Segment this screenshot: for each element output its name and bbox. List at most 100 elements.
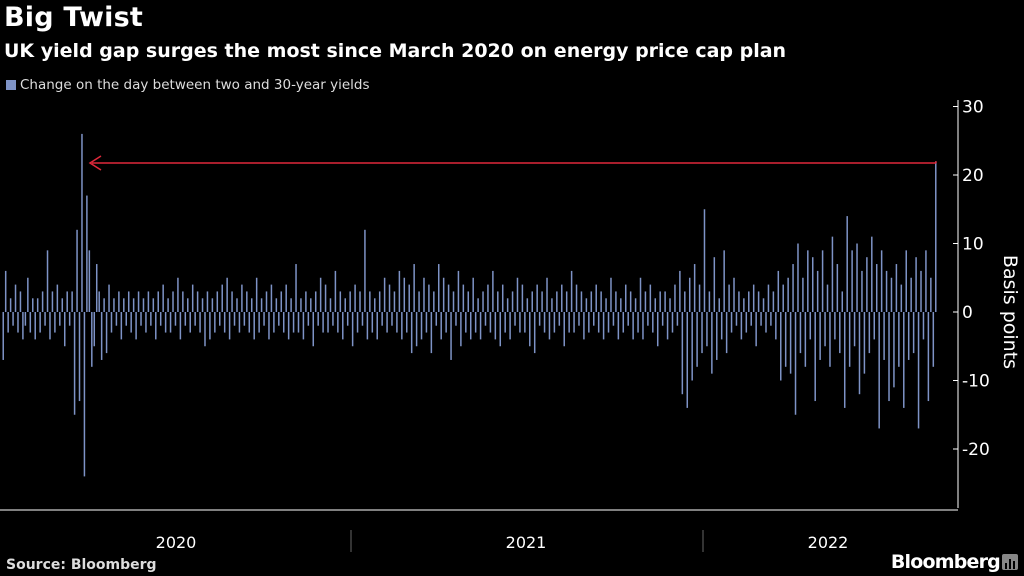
bar	[137, 291, 140, 312]
bar	[196, 291, 199, 312]
bar	[359, 291, 361, 312]
bar	[339, 291, 342, 312]
bar	[430, 312, 433, 354]
bar	[624, 284, 627, 312]
bar	[711, 312, 713, 374]
bar	[885, 270, 888, 312]
bar	[536, 284, 538, 312]
bar	[332, 312, 334, 326]
bar	[34, 312, 36, 340]
bar	[880, 250, 883, 312]
bar	[543, 312, 546, 333]
bar	[725, 312, 728, 354]
bar	[748, 291, 750, 312]
bar	[371, 312, 374, 333]
bar	[110, 312, 113, 333]
bar	[14, 284, 17, 312]
bar	[209, 312, 211, 340]
bar	[292, 312, 295, 333]
bar	[351, 312, 354, 347]
bar	[615, 291, 617, 312]
bar	[622, 312, 625, 333]
bar	[157, 291, 159, 312]
bar	[418, 291, 420, 312]
bar	[853, 312, 856, 347]
bar	[575, 284, 578, 312]
y-tick-label: 20	[962, 166, 984, 186]
bar	[342, 312, 344, 340]
bar	[140, 312, 142, 326]
bar	[214, 312, 216, 333]
bar	[105, 312, 108, 354]
bar	[826, 284, 829, 312]
bar	[7, 312, 9, 333]
bar	[482, 291, 484, 312]
bar	[118, 291, 120, 312]
bar	[68, 312, 71, 326]
bar	[834, 312, 836, 340]
x-period-label: 2021	[506, 533, 547, 552]
bars-group	[2, 133, 937, 477]
bar	[258, 312, 260, 333]
bar	[644, 291, 647, 312]
bar	[807, 250, 809, 312]
bar	[327, 312, 329, 333]
bar	[607, 312, 610, 333]
bar	[861, 270, 863, 312]
bar	[250, 298, 253, 312]
bar	[903, 312, 905, 408]
bar	[819, 312, 821, 360]
bar	[435, 312, 438, 326]
bar	[162, 284, 164, 312]
bar	[238, 312, 241, 333]
bar	[765, 312, 767, 333]
bar	[597, 312, 600, 333]
bar	[78, 312, 81, 402]
bar	[915, 257, 917, 312]
bar	[922, 312, 925, 340]
bar	[489, 312, 492, 333]
bar	[9, 298, 12, 312]
bar	[169, 312, 172, 333]
bar	[610, 277, 612, 312]
bar	[509, 312, 511, 340]
bar	[617, 312, 620, 340]
bar	[839, 312, 841, 354]
bar	[504, 312, 506, 333]
bar	[460, 312, 462, 347]
bar	[782, 284, 784, 312]
bar	[565, 291, 568, 312]
bar	[883, 312, 885, 360]
bar	[337, 312, 339, 333]
bar	[189, 312, 191, 333]
bar	[757, 291, 760, 312]
bar	[720, 312, 723, 340]
bar	[423, 277, 425, 312]
bar	[61, 298, 64, 312]
bar	[752, 284, 755, 312]
bar	[696, 312, 698, 367]
bar	[873, 312, 876, 340]
bar	[546, 277, 548, 312]
bar	[159, 312, 162, 326]
bar	[605, 298, 607, 312]
bar	[671, 312, 674, 333]
bar	[642, 312, 644, 340]
bar	[396, 312, 398, 333]
bar	[270, 284, 273, 312]
bar	[22, 312, 24, 340]
bar	[573, 312, 575, 333]
bar	[469, 312, 472, 340]
bar	[568, 312, 570, 333]
bar	[701, 312, 703, 354]
bar	[206, 291, 209, 312]
bar	[691, 312, 693, 381]
bar	[386, 312, 388, 333]
bar	[723, 250, 725, 312]
bar	[588, 312, 590, 333]
bar	[410, 312, 413, 354]
bar	[497, 291, 499, 312]
bar	[142, 298, 145, 312]
bar	[580, 291, 583, 312]
